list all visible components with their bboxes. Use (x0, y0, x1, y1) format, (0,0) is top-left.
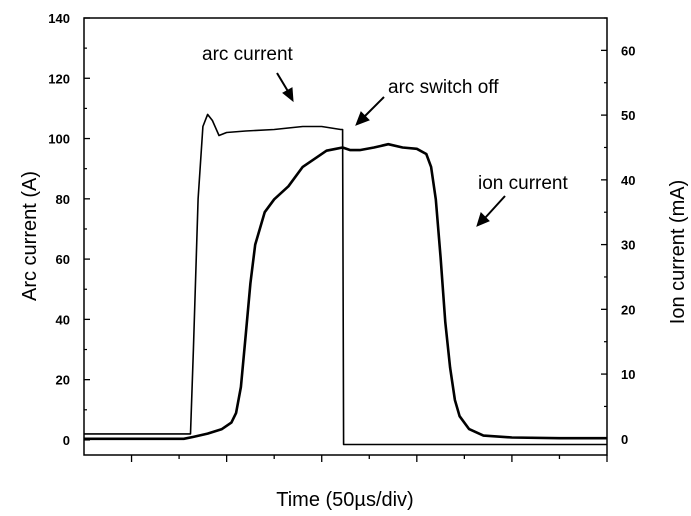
series-line-arc-current (84, 113, 607, 446)
right-tick-label: 40 (621, 173, 635, 188)
left-tick-label: 20 (56, 373, 70, 388)
left-tick-label: 120 (48, 71, 70, 86)
series-line-ion-current (84, 142, 607, 441)
annotation-arrows (276, 72, 506, 227)
left-tick-label: 140 (48, 11, 70, 26)
left-axis-ticks: 0 20 40 60 80 100 120 140 (48, 11, 90, 448)
right-axis-ticks: 0 10 20 30 40 50 60 (601, 17, 635, 447)
left-axis-title: Arc current (A) (19, 171, 41, 301)
right-axis-title: Ion current (mA) (667, 180, 689, 324)
series-layer (84, 113, 607, 446)
plot-frame (83, 17, 608, 456)
left-tick-label: 60 (56, 252, 70, 267)
right-tick-label: 10 (621, 367, 635, 382)
arrowhead-arc-current (282, 87, 294, 103)
arrowhead-arc-switch-off (355, 111, 370, 126)
arrow-arc-current (276, 72, 290, 94)
arrowhead-ion-current (476, 212, 490, 227)
right-tick-label: 30 (621, 238, 635, 253)
left-tick-label: 100 (48, 132, 70, 147)
left-tick-label: 40 (56, 312, 70, 327)
left-tick-label: 0 (63, 433, 70, 448)
right-tick-label: 60 (621, 43, 635, 58)
right-tick-label: 0 (621, 432, 628, 447)
arrow-arc-switch-off (363, 96, 385, 118)
left-tick-label: 80 (56, 192, 70, 207)
annotation-arc-switch-off: arc switch off (388, 77, 499, 98)
annotation-arc-current: arc current (202, 44, 294, 65)
x-axis-title: Time (50µs/div) (276, 489, 413, 511)
annotation-ion-current: ion current (478, 173, 568, 194)
arrow-ion-current (484, 195, 506, 219)
right-tick-label: 20 (621, 302, 635, 317)
x-axis-ticks (130, 455, 608, 462)
right-tick-label: 50 (621, 108, 635, 123)
